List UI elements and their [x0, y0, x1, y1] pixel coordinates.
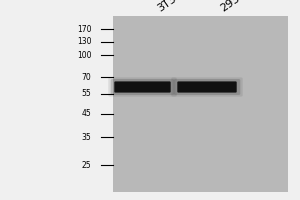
FancyBboxPatch shape: [171, 77, 243, 97]
Text: 130: 130: [77, 38, 92, 46]
Text: 293: 293: [219, 0, 242, 14]
FancyBboxPatch shape: [111, 79, 174, 95]
Text: 45: 45: [82, 110, 92, 118]
Text: 70: 70: [82, 72, 92, 82]
FancyBboxPatch shape: [174, 79, 240, 95]
FancyBboxPatch shape: [108, 77, 177, 97]
Text: 55: 55: [82, 90, 92, 98]
Text: 3T3: 3T3: [156, 0, 179, 14]
Text: 100: 100: [77, 50, 92, 60]
Text: 170: 170: [77, 24, 92, 33]
FancyBboxPatch shape: [177, 81, 237, 93]
Text: 25: 25: [82, 160, 92, 170]
Text: 35: 35: [82, 132, 92, 142]
Bar: [112, 16, 288, 192]
FancyBboxPatch shape: [114, 81, 171, 93]
